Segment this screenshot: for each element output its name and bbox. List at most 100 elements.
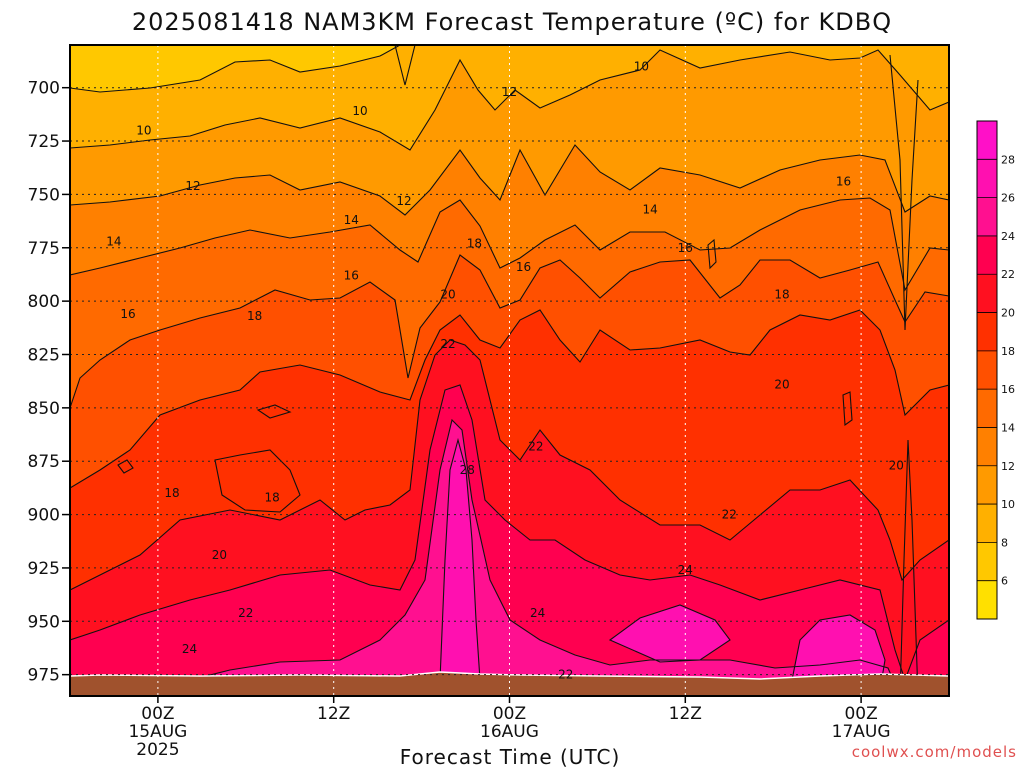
colorbar-label: 24 — [1001, 230, 1015, 243]
contour-label: 10 — [136, 123, 151, 137]
colorbar-segment — [977, 427, 997, 467]
contour-line-16 — [70, 254, 949, 409]
contour-line-spike-2 — [899, 439, 919, 696]
contour-labels: 10 10 10 12 12 12 14 14 14 16 16 16 16 16 18 18 18 18 18 20… — [106, 59, 904, 681]
y-tick-label: 725 — [28, 132, 60, 152]
colorbar-segment — [977, 504, 997, 543]
colorbar-segment — [977, 350, 997, 390]
x-tick-label: 16AUG — [480, 722, 539, 742]
x-tick-label: 12Z — [669, 704, 702, 724]
field-band-26-east — [610, 605, 730, 662]
contour-label: 16 — [120, 307, 135, 321]
surface-edge — [69, 671, 950, 680]
y-tick-label: 900 — [28, 506, 60, 526]
x-tick-label: 00Z — [141, 704, 174, 724]
contour-line-12 — [70, 144, 949, 216]
contour-line-20-small — [842, 391, 853, 427]
x-tick-label: 12Z — [317, 704, 350, 724]
contour-label: 20 — [440, 288, 455, 302]
colorbar-frame — [976, 120, 998, 620]
contour-label: 16 — [678, 241, 693, 255]
contour-label: 24 — [530, 606, 545, 620]
contour-line-8b — [394, 45, 416, 86]
contour-label: 10 — [352, 104, 367, 118]
colorbar-segment — [977, 580, 997, 620]
x-tick-label: 2025 — [136, 740, 179, 760]
contour-label: 16 — [836, 175, 851, 189]
colorbar-label: 16 — [1001, 383, 1015, 396]
contour-label: 14 — [344, 213, 359, 227]
x-tick-label: 00Z — [844, 704, 877, 724]
x-tick-label: 15AUG — [128, 722, 187, 742]
contour-line-24 — [159, 418, 901, 696]
y-tick-label: 825 — [28, 345, 60, 365]
field-band-8 — [70, 45, 400, 92]
colorbar-label: 22 — [1001, 268, 1015, 281]
colorbar-label: 10 — [1001, 498, 1015, 511]
contour-label: 18 — [265, 490, 280, 504]
chart-title: 2025081418 NAM3KM Forecast Temperature (… — [132, 8, 892, 36]
colorbar-label: 20 — [1001, 307, 1015, 320]
contour-label: 10 — [634, 59, 649, 73]
colorbar-label: 28 — [1001, 153, 1015, 166]
contour-label: 14 — [106, 234, 121, 248]
contour-line-14 — [70, 197, 949, 292]
x-axis-title: Forecast Time (UTC) — [400, 745, 621, 768]
contour-label: 14 — [642, 202, 657, 216]
contour-label: 24 — [182, 642, 197, 656]
colorbar-label: 14 — [1001, 421, 1015, 434]
contour-label: 20 — [212, 548, 227, 562]
y-tick-label: 975 — [28, 666, 60, 686]
x-tick-label: 17AUG — [832, 722, 891, 742]
contour-label: 22 — [238, 606, 253, 620]
contour-label: 22 — [558, 668, 573, 682]
field-band-24 — [70, 385, 949, 696]
contour-line-22 — [70, 384, 949, 682]
grid-lines — [70, 45, 949, 696]
contour-label: 18 — [774, 288, 789, 302]
colorbar-label: 8 — [1001, 536, 1008, 549]
colorbar-segment — [977, 197, 997, 237]
contour-label: 22 — [722, 508, 737, 522]
contour-label: 12 — [185, 179, 200, 193]
contour-line-26-far-east — [789, 614, 886, 691]
y-tick-label: 950 — [28, 612, 60, 632]
contour-line-16-small — [707, 238, 717, 270]
colorbar-segment — [977, 159, 997, 199]
colorbar-segment — [977, 274, 997, 314]
colorbar-label: 26 — [1001, 192, 1015, 205]
colorbar-segment — [977, 389, 997, 428]
contour-label: 28 — [460, 463, 475, 477]
contour-label: 12 — [502, 85, 517, 99]
colorbar: 6 8 10 12 14 16 18 20 22 24 26 28 — [976, 120, 1015, 620]
contour-label: 16 — [516, 260, 531, 274]
contour-label: 20 — [774, 377, 789, 391]
y-tick-label: 850 — [28, 399, 60, 419]
colorbar-segment — [977, 235, 997, 275]
contour-label: 12 — [396, 194, 411, 208]
x-tick-label: 00Z — [493, 704, 526, 724]
contour-label: 18 — [467, 237, 482, 251]
colorbar-segment — [977, 121, 997, 160]
contour-label: 18 — [164, 486, 179, 500]
colorbar-label: 6 — [1001, 575, 1008, 588]
temperature-field — [70, 45, 949, 696]
colorbar-label: 18 — [1001, 345, 1015, 358]
contour-line-26 — [439, 437, 481, 681]
contour-line-18-small — [256, 404, 292, 419]
contour-label: 20 — [889, 458, 904, 472]
credit-text: coolwx.com/models — [852, 743, 1017, 761]
contour-line-8 — [70, 45, 401, 93]
contour-label: 22 — [528, 439, 543, 453]
contour-lines — [70, 45, 949, 696]
contour-line-10 — [70, 49, 949, 151]
y-tick-label: 700 — [28, 79, 60, 99]
y-tick-label: 800 — [28, 292, 60, 312]
contour-label: 18 — [247, 309, 262, 323]
contour-line-20 — [70, 339, 949, 591]
colorbar-segment — [977, 312, 997, 352]
contour-line-18-island — [214, 449, 301, 513]
y-tick-label: 925 — [28, 559, 60, 579]
